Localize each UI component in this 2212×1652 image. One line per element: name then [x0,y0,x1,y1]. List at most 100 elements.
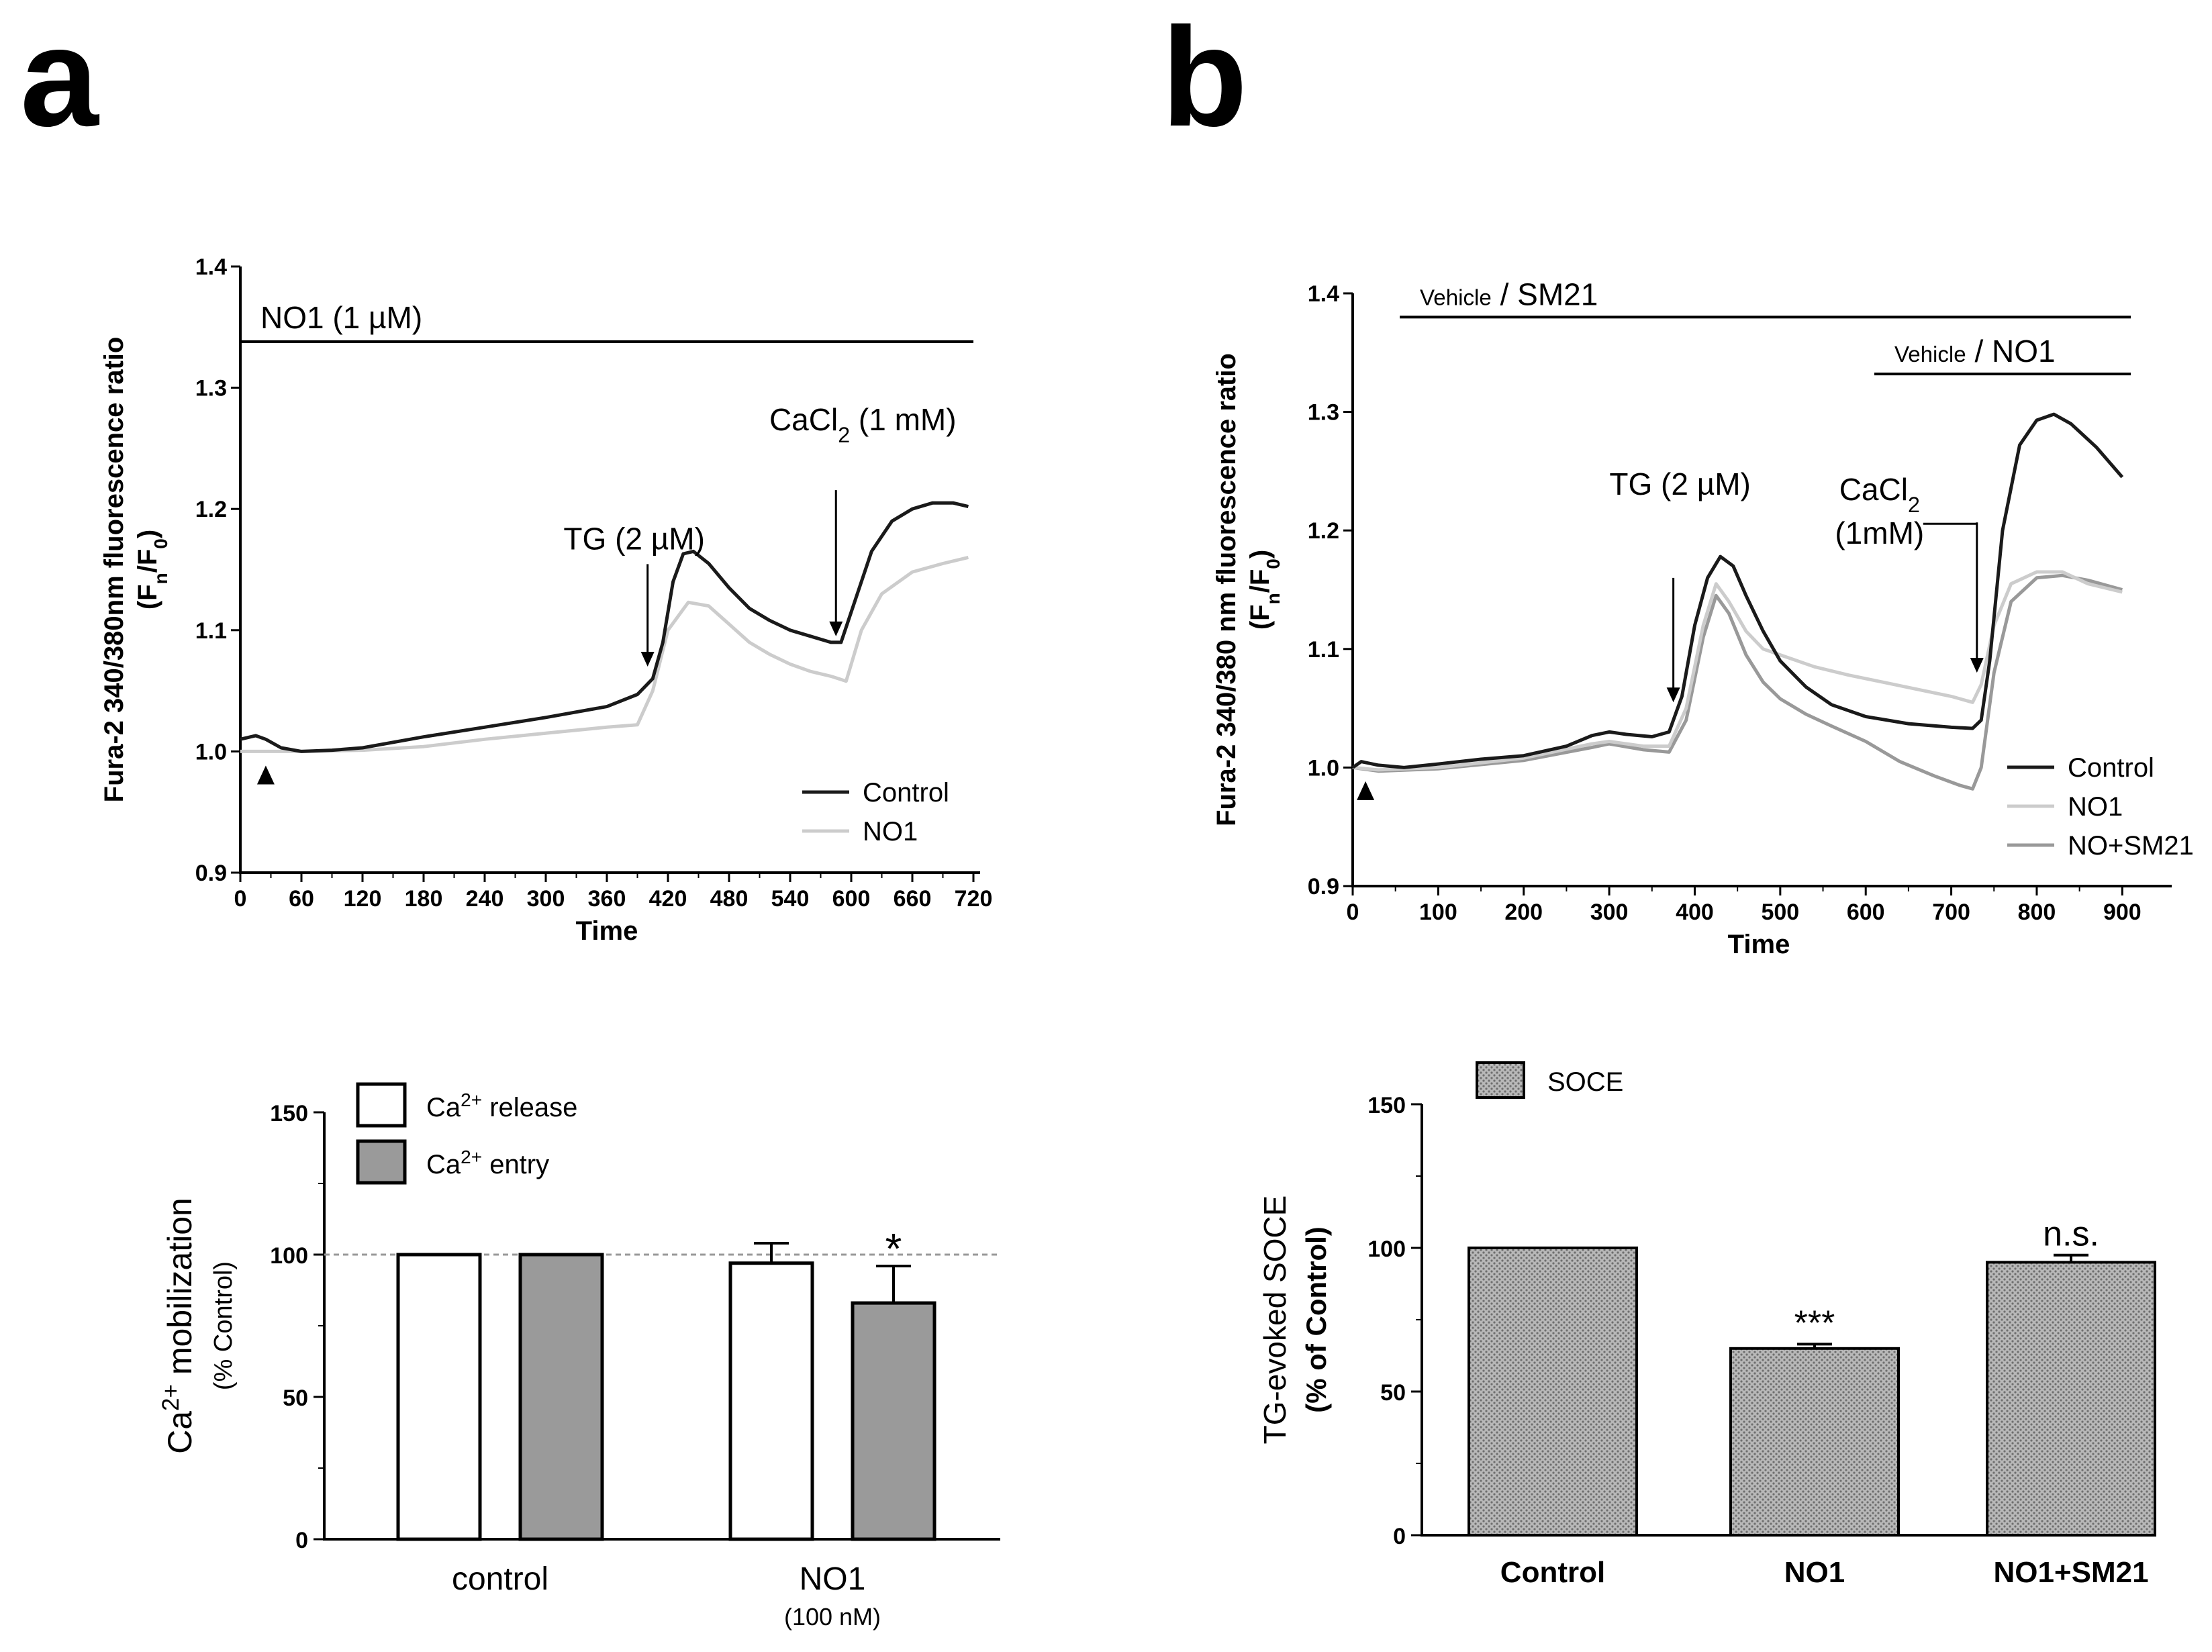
b-top-y-axis-title-units: (Fn/F0) [1245,550,1284,630]
a-top-y-tick-label-1: 1.0 [195,739,227,765]
b-bottom-y-tick-label-0: 0 [1393,1524,1406,1549]
b-top-x-tick-label-9: 900 [2103,900,2142,925]
a-top-series-no1 [240,555,969,753]
b-bottom-bar-no1 [1729,1347,1900,1537]
a-top-x-tick-label-5: 300 [527,886,565,912]
b-top-treatment-label-1-part: Vehicle [1894,342,1966,367]
a-top-y-tick-label-3: 1.2 [195,497,227,522]
b-top-x-tick-label-0: 0 [1347,900,1359,925]
panel-letter-b: b [1161,0,1248,156]
a-top-x-tick-label-3: 180 [405,886,443,912]
b-top-series-no-sm21 [1352,573,2123,791]
a-top-y-axis-title-units-part: /F [133,549,162,573]
b-top-x-tick-label-5: 500 [1761,900,1799,925]
b-top-y-tick-label-0: 0.9 [1308,874,1339,900]
a-top-x-tick-label-0: 0 [234,886,247,912]
a-bottom-legend-label-0-part: release [482,1093,577,1122]
a-top-cacl2-label-part: 2 [838,423,850,447]
b-top-y-axis-title-units-part: /F [1245,569,1275,593]
a-top-x-tick-label-2: 120 [344,886,382,912]
a-bottom-legend-label-1-part: Ca [426,1150,461,1179]
b-top-cacl2-label-part: CaCl [1839,472,1908,507]
a-top-y-axis-title-units: (Fn/F0) [133,530,171,610]
b-top-y-axis-title-units-part: 0 [1263,558,1284,569]
b-top-y-tick-label-1: 1.0 [1308,755,1339,781]
a-top-x-tick-label-10: 600 [832,886,871,912]
a-bottom-bar-no1-entry [851,1301,936,1541]
panel-letter-a: a [20,0,99,156]
b-top-treatment-label-1: Vehicle / NO1 [1894,334,2056,369]
b-top-y-tick-label-5: 1.4 [1308,281,1339,307]
b-top-series-no1 [1352,570,2123,772]
b-top-x-tick-label-2: 200 [1504,900,1543,925]
a-top-x-tick-label-12: 720 [955,886,993,912]
b-top-treatment-label-1-part: / NO1 [1966,334,2056,369]
a-top-x-tick-label-4: 240 [466,886,504,912]
a-bottom-y-tick-label-0: 0 [295,1528,308,1553]
b-top-x-tick-label-7: 700 [1932,900,1970,925]
a-bottom-category-label-0: control [452,1561,548,1597]
b-bottom-legend-label: SOCE [1547,1067,1623,1097]
b-bottom-y-tick-label-2: 100 [1367,1236,1406,1262]
a-top-cacl2-label: CaCl2 (1 mM) [769,402,957,447]
a-top-x-tick-label-1: 60 [289,886,314,912]
a-bottom-y-axis-title-part: Ca [161,1411,199,1454]
a-bottom-y-axis-subtitle: (% Control) [209,1261,238,1390]
a-bottom-legend-swatch-0 [356,1082,407,1128]
b-bottom-y-tick-label-3: 150 [1367,1093,1406,1118]
a-bottom-bar-control-entry [518,1253,604,1541]
b-top-x-tick-label-1: 100 [1419,900,1457,925]
a-top-tg-arrow-head [640,651,655,667]
b-bottom-significance-2: n.s. [2043,1215,2099,1254]
a-top-x-tick-label-6: 360 [588,886,626,912]
a-top-treatment-label: NO1 (1 µM) [260,300,422,335]
a-bottom-legend-label-0-part: Ca [426,1093,461,1122]
b-top-tg-arrow-head [1666,687,1680,703]
b-top-cacl2-arrow-head [1970,658,1984,673]
a-top-y-tick-label-2: 1.1 [195,618,227,644]
b-bottom-y-tick-label-1: 50 [1380,1380,1406,1406]
a-bottom-y-axis-title: Ca2+ mobilization [158,1198,199,1454]
a-bottom-y-axis-title-part: mobilization [161,1198,199,1384]
a-bottom-bar-no1-release [728,1261,814,1541]
a-bottom-significance-0: * [885,1224,902,1273]
a-bottom-y-tick-label-3: 150 [270,1101,308,1126]
a-top-x-tick-label-8: 480 [710,886,749,912]
b-bottom-y-axis-title: TG-evoked SOCE [1257,1196,1292,1445]
b-top-y-axis-title-units-part: n [1263,593,1284,604]
a-top-cacl2-arrow-head [829,621,843,636]
a-top-y-axis-title-units-part: n [150,573,171,584]
a-top-y-tick-label-5: 1.4 [195,254,227,280]
b-top-y-tick-label-3: 1.2 [1308,518,1339,544]
b-top-series-control [1351,412,2124,769]
a-bottom-legend-swatch-1 [356,1139,407,1185]
b-top-x-tick-label-6: 600 [1847,900,1885,925]
a-top-y-tick-label-4: 1.3 [195,376,227,401]
b-top-x-tick-label-8: 800 [2018,900,2056,925]
b-top-cacl2-label-part: 2 [1908,493,1920,517]
a-top-y-axis-title-units-part: (F [133,584,162,610]
a-top-y-axis-title-units-part: ) [133,530,162,538]
a-bottom-legend-label-1-part: entry [482,1150,549,1179]
a-top-tg-label: TG (2 µM) [563,521,704,556]
b-bottom-significance-1: *** [1794,1304,1835,1343]
b-top-y-axis-title-units-part: ) [1245,550,1275,558]
b-top-cacl2-label: CaCl2 [1839,472,1920,517]
a-top-legend-label-0: Control [863,778,949,808]
b-bottom-bar-no1-sm21 [1986,1261,2156,1537]
a-bottom-category-sub-1: (100 nM) [784,1603,881,1631]
a-top-stimulus-marker [256,765,275,785]
b-bottom-bar-control [1468,1247,1638,1537]
a-bottom-y-tick-label-2: 100 [270,1243,308,1269]
a-top-cacl2-label-part: CaCl [769,402,838,437]
b-bottom-category-label-2: NO1+SM21 [1993,1556,2148,1589]
b-bottom-legend-swatch [1476,1061,1525,1099]
a-top-y-axis-title: Fura-2 340/380nm fluorescence ratio [99,337,129,803]
b-top-y-axis-title-units-part: (F [1245,604,1275,630]
a-bottom-legend-label-1-part: 2+ [461,1147,482,1167]
b-top-x-axis-title: Time [1728,930,1790,959]
b-bottom-category-label-0: Control [1500,1556,1605,1589]
a-top-legend-label-1: NO1 [863,817,918,846]
b-top-y-tick-label-4: 1.3 [1308,400,1339,426]
